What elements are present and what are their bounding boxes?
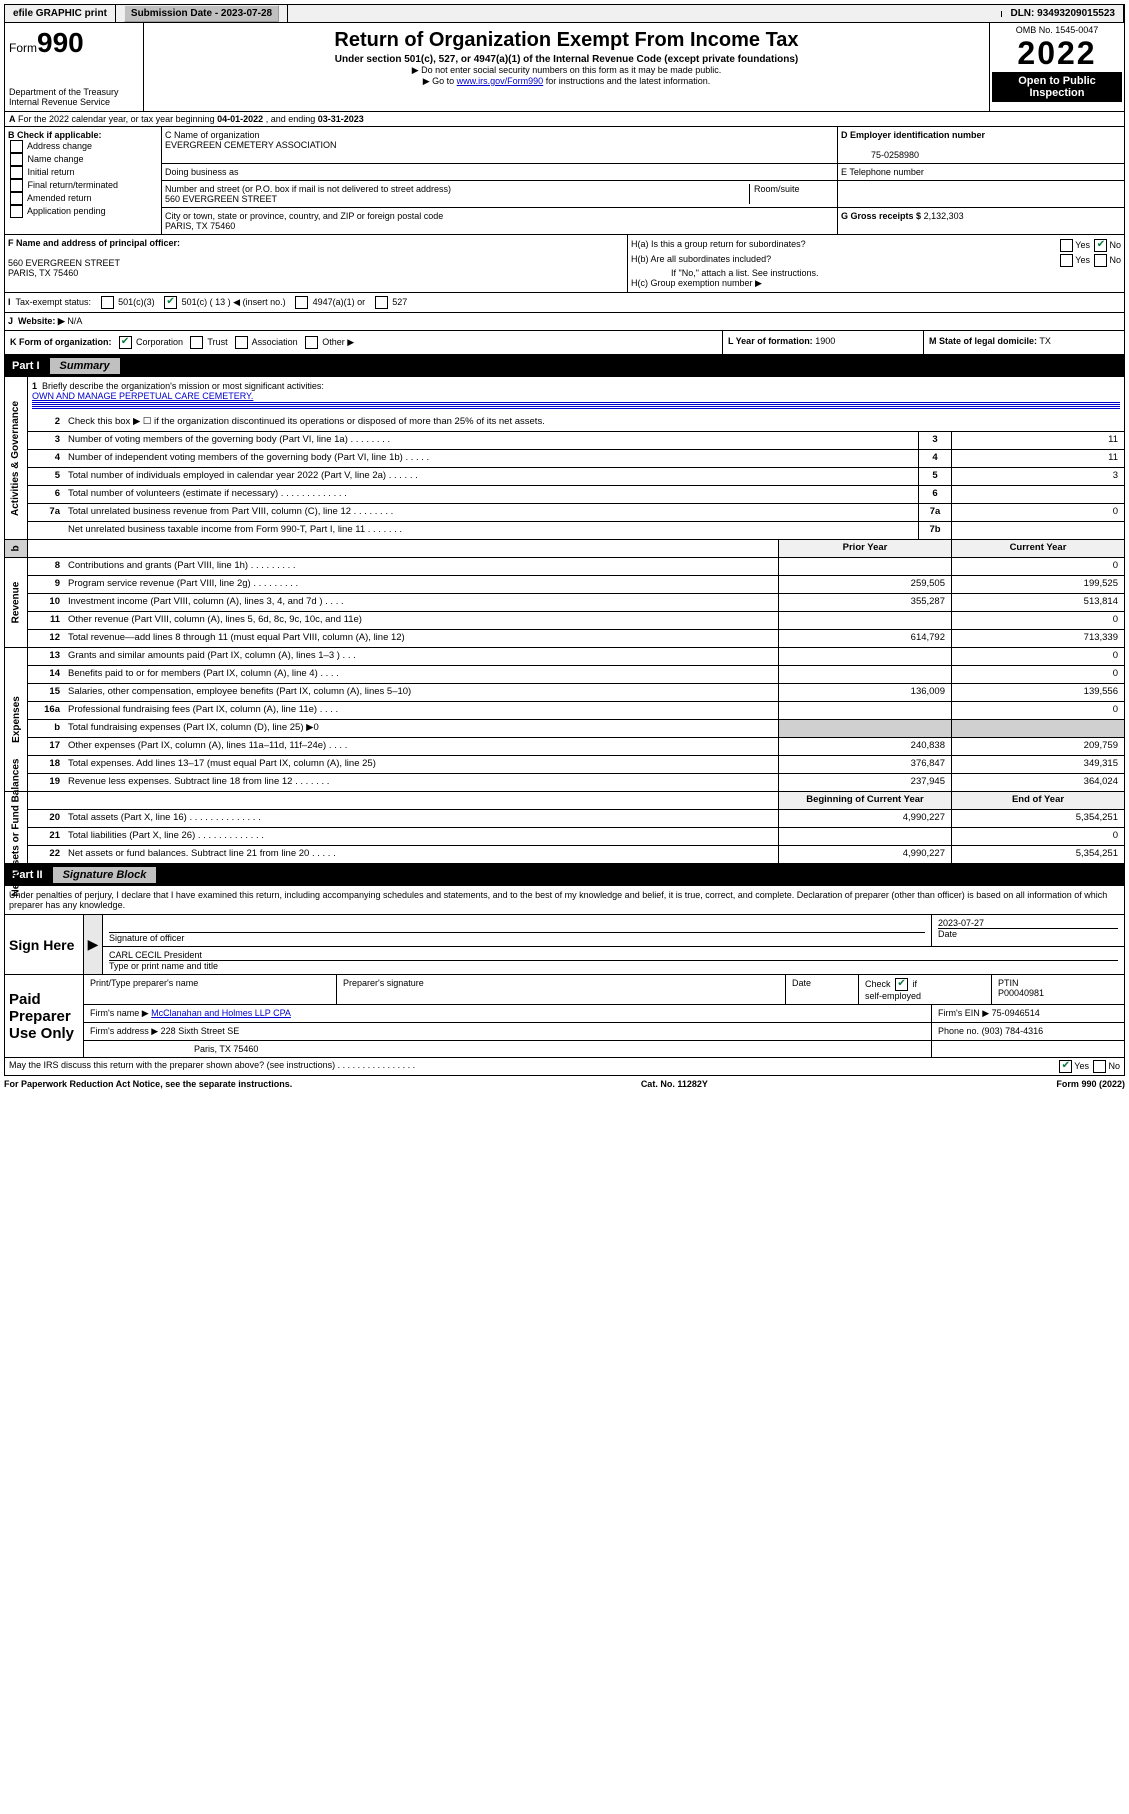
submission-date-button[interactable]: Submission Date - 2023-07-28 (124, 5, 279, 22)
date-label: Date (938, 928, 1118, 939)
gross-receipts-label: G Gross receipts $ (841, 211, 921, 221)
officer-addr1: 560 EVERGREEN STREET (8, 258, 120, 268)
col-headers-2: Net Assets or Fund Balances Beginning of… (4, 792, 1125, 864)
ein-value: 75-0258980 (841, 150, 919, 160)
room-label: Room/suite (749, 184, 834, 204)
firm-addr1: 228 Sixth Street SE (161, 1026, 240, 1036)
form-number: 990 (37, 27, 84, 58)
street-label: Number and street (or P.O. box if mail i… (165, 184, 451, 194)
part-2-header: Part II Signature Block (4, 864, 1125, 886)
box-j: J Website: ▶ N/A (4, 313, 1125, 331)
tax-year: 2022 (992, 35, 1122, 72)
form-title: Return of Organization Exempt From Incom… (148, 29, 985, 52)
part-1-header: Part I Summary (4, 355, 1125, 377)
arrow-icon: ▶ (84, 915, 103, 974)
org-name: EVERGREEN CEMETERY ASSOCIATION (165, 140, 337, 150)
phone-label: E Telephone number (841, 167, 924, 177)
box-k-l-m: K Form of organization: Corporation Trus… (4, 331, 1125, 355)
firm-name-link[interactable]: McClanahan and Holmes LLP CPA (151, 1008, 291, 1018)
officer-name: CARL CECIL President (109, 950, 1118, 960)
col-headers-1: b Prior Year Current Year (4, 540, 1125, 558)
officer-label: F Name and address of principal officer: (8, 238, 180, 248)
street-value: 560 EVERGREEN STREET (165, 194, 277, 204)
h-b-note: If "No," attach a list. See instructions… (631, 268, 1121, 278)
instruction-2: ▶ Go to www.irs.gov/Form990 for instruct… (148, 76, 985, 87)
ein-label: D Employer identification number (841, 130, 985, 140)
section-revenue: Revenue 8Contributions and grants (Part … (4, 558, 1125, 648)
prep-sig-label: Preparer's signature (337, 975, 786, 1004)
firm-addr2: Paris, TX 75460 (84, 1041, 932, 1057)
officer-addr2: PARIS, TX 75460 (8, 268, 78, 278)
open-to-public: Open to Public Inspection (992, 72, 1122, 102)
efile-label: efile GRAPHIC print (5, 5, 116, 22)
sig-date: 2023-07-27 (938, 918, 1118, 928)
section-b-c-d-e: B Check if applicable: Address change Na… (4, 127, 1125, 235)
city-label: City or town, state or province, country… (165, 211, 443, 221)
sig-officer-label: Signature of officer (109, 932, 925, 943)
h-c-label: H(c) Group exemption number ▶ (631, 278, 1121, 289)
sign-here-block: Sign Here ▶ Signature of officer 2023-07… (4, 915, 1125, 975)
type-name-label: Type or print name and title (109, 960, 1118, 971)
top-bar: efile GRAPHIC print Submission Date - 20… (4, 4, 1125, 23)
perjury-statement: Under penalties of perjury, I declare th… (4, 886, 1125, 915)
box-i: I Tax-exempt status: 501(c)(3) 501(c) ( … (4, 293, 1125, 313)
section-expenses: Expenses 13Grants and similar amounts pa… (4, 648, 1125, 792)
dba-label: Doing business as (162, 164, 838, 180)
ptin-label: PTIN (998, 978, 1019, 988)
paid-preparer-block: Paid Preparer Use Only Print/Type prepar… (4, 975, 1125, 1058)
footer: For Paperwork Reduction Act Notice, see … (4, 1076, 1125, 1092)
section-governance: Activities & Governance 1 Briefly descri… (4, 377, 1125, 540)
name-label: C Name of organization (165, 130, 260, 140)
self-employed-check: Check ifself-employed (859, 975, 992, 1004)
h-b-label: H(b) Are all subordinates included? (631, 254, 771, 267)
section-f-h: F Name and address of principal officer:… (4, 235, 1125, 293)
prep-date-label: Date (786, 975, 859, 1004)
city-value: PARIS, TX 75460 (165, 221, 235, 231)
instruction-1: ▶ Do not enter social security numbers o… (148, 65, 985, 76)
firm-ein: 75-0946514 (992, 1008, 1040, 1018)
line-a: A For the 2022 calendar year, or tax yea… (4, 112, 1125, 127)
q1-label: Briefly describe the organization's miss… (42, 381, 324, 391)
box-b: B Check if applicable: Address change Na… (5, 127, 162, 234)
h-a-label: H(a) Is this a group return for subordin… (631, 239, 806, 252)
ptin-value: P00040981 (998, 988, 1044, 998)
q2-label: Check this box ▶ ☐ if the organization d… (64, 414, 1124, 431)
firm-phone: (903) 784-4316 (982, 1026, 1044, 1036)
dln-label: DLN: 93493209015523 (1002, 5, 1124, 22)
irs-link[interactable]: www.irs.gov/Form990 (457, 76, 544, 86)
mission-text: OWN AND MANAGE PERPETUAL CARE CEMETERY. (32, 391, 253, 401)
omb-number: OMB No. 1545-0047 (992, 25, 1122, 35)
form-subtitle: Under section 501(c), 527, or 4947(a)(1)… (148, 54, 985, 65)
department-label: Department of the Treasury Internal Reve… (9, 87, 139, 107)
print-type-label: Print/Type preparer's name (84, 975, 337, 1004)
form-header: Form990 Department of the Treasury Inter… (4, 23, 1125, 112)
form-prefix: Form (9, 41, 37, 55)
gross-receipts-value: 2,132,303 (924, 211, 964, 221)
irs-discuss-row: May the IRS discuss this return with the… (4, 1058, 1125, 1076)
